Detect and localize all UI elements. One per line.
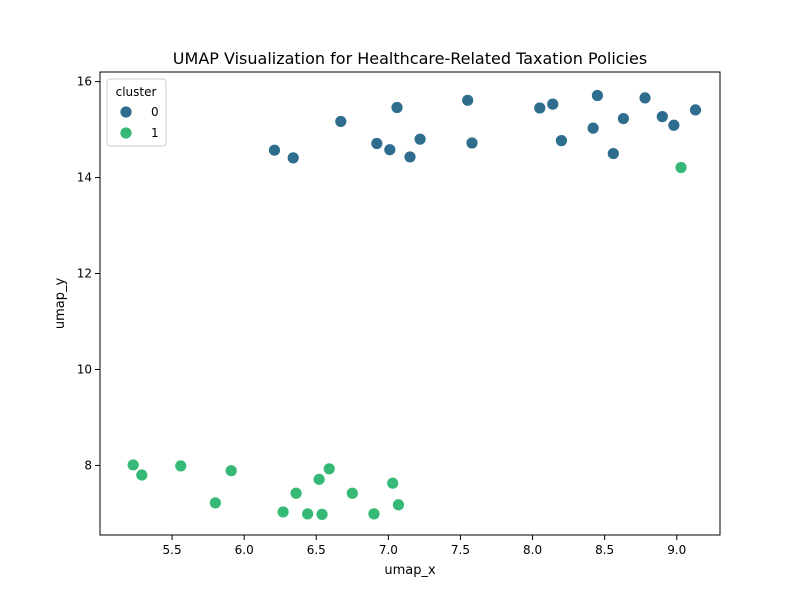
x-tick-label: 8.0 <box>523 543 542 557</box>
data-point-cluster-0 <box>390 101 404 114</box>
data-point-cluster-0 <box>403 150 417 164</box>
legend-marker-cluster-1 <box>119 126 133 140</box>
data-point-cluster-0 <box>606 147 620 160</box>
x-tick-label: 5.5 <box>163 543 182 557</box>
data-point-cluster-0 <box>461 93 475 107</box>
data-point-cluster-0 <box>286 151 300 165</box>
x-tick-label: 8.5 <box>595 543 614 557</box>
data-point-cluster-0 <box>370 137 384 150</box>
data-point-cluster-0 <box>655 110 669 124</box>
data-point-cluster-1 <box>208 496 222 510</box>
legend-marker-cluster-0 <box>119 105 133 119</box>
data-point-cluster-0 <box>591 89 604 102</box>
data-point-cluster-1 <box>367 507 381 521</box>
x-tick-label: 6.5 <box>307 543 326 557</box>
data-point-cluster-0 <box>667 118 681 132</box>
data-point-cluster-1 <box>301 507 315 521</box>
data-point-cluster-0 <box>334 115 348 128</box>
data-point-cluster-1 <box>674 161 688 174</box>
data-point-cluster-1 <box>345 486 359 500</box>
data-point-cluster-1 <box>126 458 140 472</box>
data-point-cluster-0 <box>533 101 547 115</box>
y-tick-label: 10 <box>77 362 92 376</box>
data-point-cluster-1 <box>312 472 326 486</box>
x-tick-label: 9.0 <box>667 543 686 557</box>
data-point-cluster-1 <box>224 464 238 478</box>
legend: cluster 0 1 <box>106 78 167 147</box>
data-point-cluster-0 <box>689 103 702 117</box>
y-tick-label: 12 <box>77 267 92 281</box>
legend-label-cluster-1: 1 <box>151 126 159 140</box>
data-point-cluster-0 <box>616 112 630 125</box>
y-axis-label: umap_y <box>53 278 68 330</box>
data-point-cluster-0 <box>413 132 427 146</box>
data-point-cluster-0 <box>554 134 568 148</box>
data-point-cluster-1 <box>174 459 188 473</box>
data-point-cluster-1 <box>322 462 336 476</box>
data-point-cluster-0 <box>586 121 600 135</box>
y-axis-ticks: 8 10 12 14 16 <box>77 75 100 472</box>
data-point-cluster-1 <box>276 505 290 519</box>
data-point-cluster-1 <box>392 498 405 512</box>
y-tick-label: 16 <box>77 75 92 89</box>
legend-label-cluster-0: 0 <box>151 105 159 119</box>
x-axis-label: umap_x <box>384 563 436 578</box>
data-point-cluster-0 <box>268 143 281 157</box>
data-point-cluster-1 <box>135 468 149 482</box>
x-tick-label: 7.5 <box>451 543 470 557</box>
x-tick-label: 6.0 <box>235 543 254 557</box>
data-point-cluster-1 <box>289 486 303 500</box>
x-axis-ticks: 5.5 6.0 6.5 7.0 7.5 8.0 8.5 9.0 <box>163 535 686 557</box>
data-point-cluster-1 <box>386 476 400 490</box>
legend-title: cluster <box>116 85 157 99</box>
plot-frame <box>99 71 721 536</box>
data-point-cluster-0 <box>546 97 560 111</box>
data-point-cluster-0 <box>383 143 397 157</box>
x-tick-label: 7.0 <box>379 543 398 557</box>
data-point-cluster-1 <box>315 507 329 521</box>
data-point-cluster-0 <box>465 136 479 150</box>
data-points <box>126 89 702 521</box>
y-tick-label: 8 <box>84 458 92 472</box>
y-tick-label: 14 <box>77 171 92 185</box>
chart-title: UMAP Visualization for Healthcare-Relate… <box>173 49 647 68</box>
data-point-cluster-0 <box>638 91 652 105</box>
